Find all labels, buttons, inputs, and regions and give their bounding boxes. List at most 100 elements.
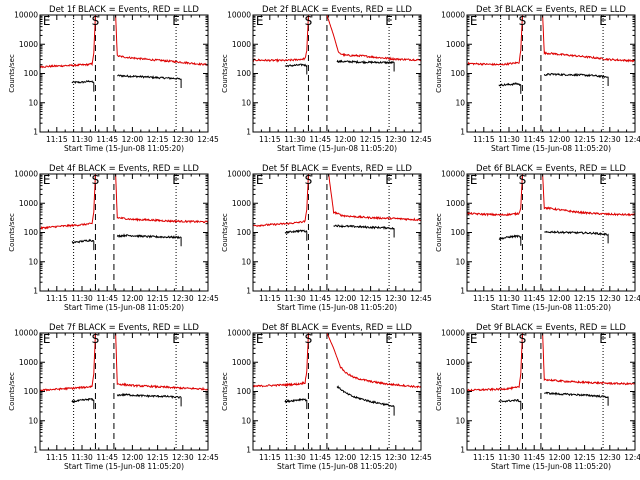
x-tick-label: 12:30	[172, 135, 194, 144]
start-marker-label: S	[519, 332, 527, 346]
x-tick-label: 11:45	[523, 453, 545, 462]
y-tick-label: 1	[460, 128, 465, 137]
x-tick-label: 11:15	[46, 294, 68, 303]
x-tick-label: 11:30	[71, 135, 93, 144]
detector-panel-8: Det 8f BLACK = Events, RED = LLD 1 10 100 10…	[221, 323, 432, 471]
lld-series-line	[115, 173, 209, 224]
x-tick-label: 12:15	[360, 453, 382, 462]
lld-series-line	[39, 173, 96, 230]
events-series-line	[71, 397, 95, 410]
lld-series-line	[39, 332, 96, 392]
y-tick-label: 100	[237, 387, 252, 396]
end-marker-label: E	[256, 14, 264, 28]
start-marker-label: S	[92, 173, 100, 187]
y-axis-label: Counts/sec	[435, 372, 443, 411]
events-series-line	[116, 233, 182, 247]
y-tick-label: 10	[28, 416, 38, 425]
lld-series-line	[328, 173, 422, 222]
x-tick-label: 12:15	[574, 294, 596, 303]
x-tick-label: 11:45	[96, 453, 118, 462]
lld-series-line	[466, 173, 523, 217]
panel-title: Det 8f BLACK = Events, RED = LLD	[262, 323, 412, 333]
x-tick-label: 12:15	[574, 135, 596, 144]
end-marker-label: E	[43, 173, 51, 187]
x-tick-label: 11:30	[284, 294, 306, 303]
detector-panel-6: Det 6f BLACK = Events, RED = LLD 1 10 100 10…	[435, 164, 640, 312]
lld-series-line	[39, 14, 96, 69]
detector-panel-7: Det 7f BLACK = Events, RED = LLD 1 10 100 10…	[8, 323, 219, 471]
end-marker-label: E	[385, 173, 393, 187]
end-marker-label: E	[172, 332, 180, 346]
y-tick-label: 100	[237, 69, 252, 78]
x-tick-label: 11:15	[473, 135, 495, 144]
detector-panel-5: Det 5f BLACK = Events, RED = LLD 1 10 100 10…	[221, 164, 432, 312]
x-tick-label: 11:30	[284, 453, 306, 462]
plot-frame	[252, 332, 422, 451]
y-tick-label: 100	[24, 387, 39, 396]
x-tick-label: 11:30	[498, 453, 520, 462]
lld-series-line	[252, 173, 309, 228]
y-tick-label: 1	[460, 446, 465, 455]
end-marker-label: E	[385, 332, 393, 346]
x-tick-label: 12:15	[147, 294, 169, 303]
y-tick-label: 1000	[19, 358, 38, 367]
events-series-line	[544, 230, 609, 244]
y-tick-label: 10000	[227, 170, 251, 179]
x-tick-label: 12:15	[360, 294, 382, 303]
x-axis-label: Start Time (15-Jun-08 11:05:20)	[491, 462, 611, 471]
lld-series-line	[115, 332, 209, 391]
x-tick-label: 11:45	[523, 294, 545, 303]
x-tick-label: 12:15	[147, 135, 169, 144]
y-tick-label: 10	[241, 416, 251, 425]
x-axis-label: Start Time (15-Jun-08 11:05:20)	[64, 144, 184, 153]
x-tick-label: 12:45	[410, 294, 432, 303]
x-tick-label: 12:45	[197, 294, 219, 303]
y-tick-label: 10000	[227, 11, 251, 20]
x-axis-label: Start Time (15-Jun-08 11:05:20)	[277, 462, 397, 471]
y-tick-label: 10000	[14, 11, 38, 20]
events-series-line	[498, 82, 522, 94]
x-tick-label: 11:15	[46, 135, 68, 144]
x-tick-label: 11:15	[46, 453, 68, 462]
y-tick-label: 100	[24, 69, 39, 78]
y-tick-label: 10000	[14, 329, 38, 338]
panel-title: Det 9f BLACK = Events, RED = LLD	[476, 323, 626, 333]
x-tick-label: 11:15	[259, 294, 281, 303]
x-tick-label: 11:30	[284, 135, 306, 144]
end-marker-label: E	[470, 332, 478, 346]
x-tick-label: 12:45	[410, 453, 432, 462]
x-axis-label: Start Time (15-Jun-08 11:05:20)	[491, 303, 611, 312]
y-tick-label: 10000	[227, 329, 251, 338]
x-tick-label: 11:30	[498, 135, 520, 144]
y-axis-label: Counts/sec	[8, 213, 16, 252]
start-marker-label: S	[519, 173, 527, 187]
x-tick-label: 11:30	[71, 453, 93, 462]
y-axis-label: Counts/sec	[8, 372, 16, 411]
x-tick-label: 12:30	[385, 294, 407, 303]
y-tick-label: 10	[455, 416, 465, 425]
x-tick-label: 11:45	[309, 135, 331, 144]
x-tick-label: 11:45	[309, 453, 331, 462]
y-axis-label: Counts/sec	[221, 372, 229, 411]
y-tick-label: 10	[241, 257, 251, 266]
panel-title: Det 5f BLACK = Events, RED = LLD	[262, 164, 412, 174]
plot-frame	[252, 14, 422, 133]
start-marker-label: S	[519, 14, 527, 28]
y-tick-label: 1000	[446, 199, 465, 208]
events-series-line	[284, 397, 308, 410]
x-tick-label: 12:00	[335, 294, 357, 303]
y-tick-label: 100	[451, 387, 466, 396]
end-marker-label: E	[256, 173, 264, 187]
end-marker-label: E	[599, 332, 607, 346]
lld-series-line	[542, 332, 636, 386]
y-axis-label: Counts/sec	[8, 54, 16, 93]
x-axis-label: Start Time (15-Jun-08 11:05:20)	[64, 303, 184, 312]
y-tick-label: 1	[33, 446, 38, 455]
y-axis-label: Counts/sec	[221, 54, 229, 93]
x-axis-label: Start Time (15-Jun-08 11:05:20)	[277, 303, 397, 312]
y-tick-label: 10	[28, 257, 38, 266]
x-tick-label: 11:15	[259, 135, 281, 144]
x-tick-label: 11:45	[96, 294, 118, 303]
y-tick-label: 1	[246, 128, 251, 137]
x-tick-label: 11:45	[309, 294, 331, 303]
